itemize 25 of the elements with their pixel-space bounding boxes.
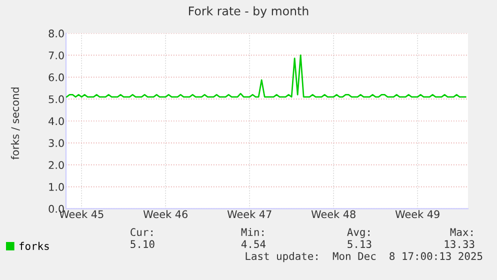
text: 5.13 [348,240,372,248]
text: 5.10 [130,240,154,248]
x-tick-label: Week 47 [227,210,272,218]
y-tick-label: 1.0 [49,183,64,191]
y-axis-title: forks / second [10,88,20,160]
text: 4.54 [241,240,266,248]
line-series [66,54,466,98]
text: Last update: Mon Dec 8 17:00:13 2025 [246,252,482,262]
y-tick-label: 3.0 [48,139,64,148]
y-tick-label: 6.0 [48,73,64,82]
y-tick-label: 7.0 [48,51,64,60]
y-tick-label: 4.0 [48,117,64,126]
text: Cur: [130,228,152,236]
text: 13.33 [444,240,474,248]
legend-label: forks [19,242,49,250]
x-tick-label: Week 46 [143,210,188,218]
x-tick-label: Week 49 [395,210,440,218]
text: Min: [241,228,264,236]
y-tick-label: 8.0 [48,30,64,38]
y-tick-label: 2.0 [48,161,64,169]
chart-title: Fork rate - by month [189,6,308,18]
x-tick-label: Week 48 [311,210,356,218]
text: Avg: [347,228,370,238]
y-tick-label: 5.0 [48,95,64,104]
text: Max: [450,228,472,236]
